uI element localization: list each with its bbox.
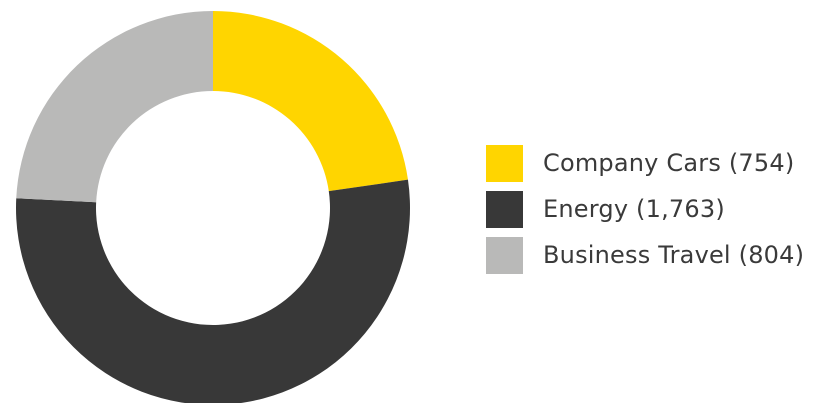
legend-label-energy: Energy (1,763): [543, 195, 725, 223]
legend-label-company-cars: Company Cars (754): [543, 149, 795, 177]
legend-item-business-travel: Business Travel (804): [486, 235, 804, 275]
donut-slice-company-cars: [213, 11, 408, 192]
donut-slice-business-travel: [16, 11, 213, 203]
legend-item-company-cars: Company Cars (754): [486, 143, 804, 183]
legend-swatch-business-travel: [486, 236, 523, 274]
legend-swatch-company-cars: [486, 144, 523, 182]
legend-label-business-travel: Business Travel (804): [543, 241, 805, 269]
legend-item-energy: Energy (1,763): [486, 189, 804, 229]
donut-slice-energy: [16, 179, 410, 403]
legend-swatch-energy: [486, 190, 523, 228]
chart-legend: Company Cars (754) Energy (1,763) Busine…: [486, 143, 804, 281]
